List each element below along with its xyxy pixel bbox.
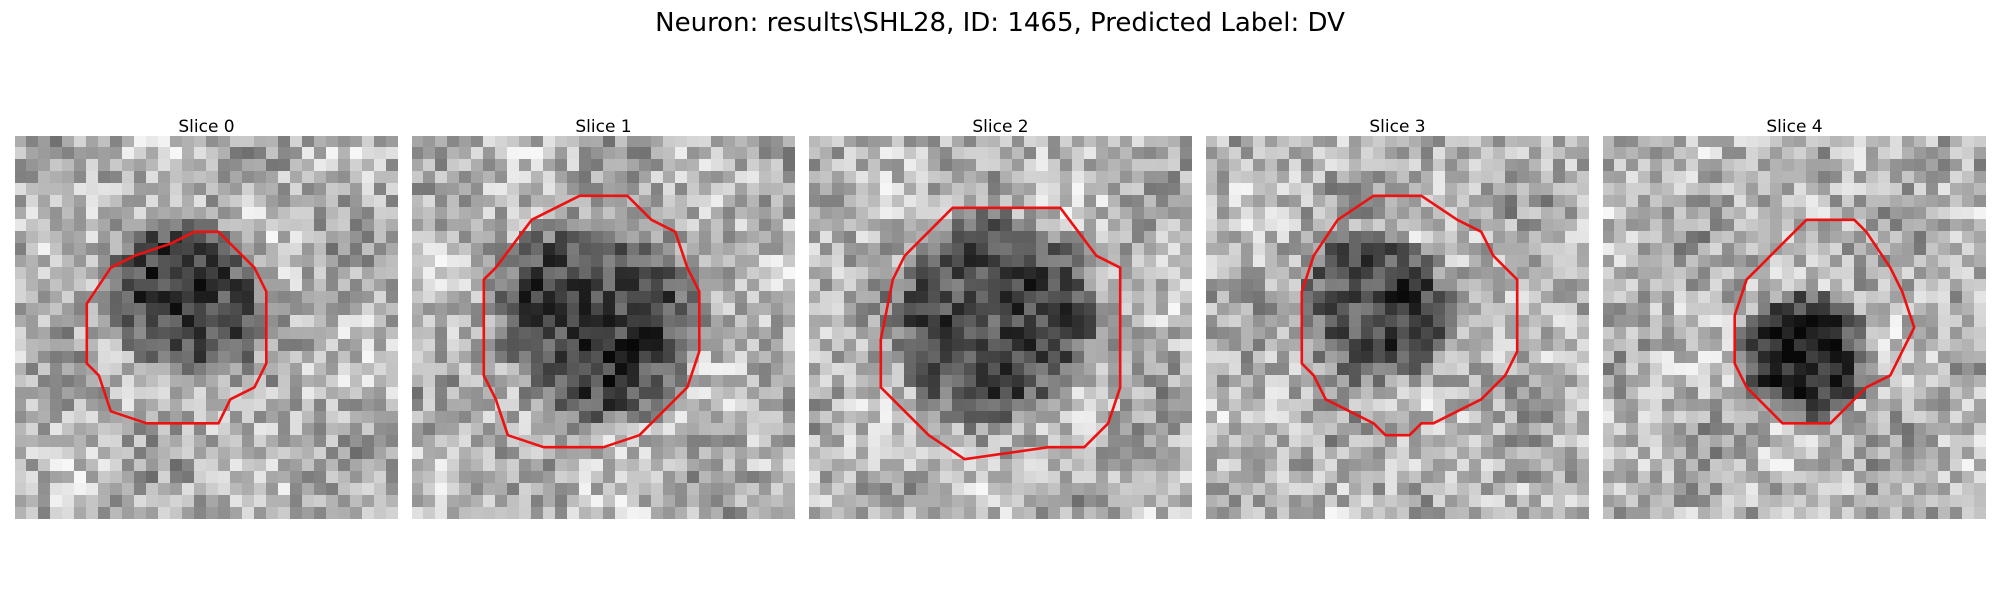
slice-0-image-area [15,136,398,519]
neuron-contour-outline [85,230,268,425]
slice-0-contour [85,230,268,425]
slice-0-title: Slice 0 [178,117,235,137]
slice-4-contour [1733,218,1916,425]
figure-title: Neuron: results\SHL28, ID: 1465, Predict… [655,8,1345,38]
slice-2-image-area [809,136,1192,519]
slice-4-grayscale-image [1603,136,1986,519]
slice-3-grayscale-image [1206,136,1589,519]
slice-panel-3: Slice 3 [1206,116,1589,519]
slice-4-image-area [1603,136,1986,519]
slice-1-title: Slice 1 [575,117,632,137]
slice-1-contour [482,194,701,449]
slice-3-image-area [1206,136,1589,519]
slice-3-title: Slice 3 [1369,117,1426,137]
slice-1-grayscale-image [412,136,795,519]
slice-0-grayscale-image [15,136,398,519]
slice-panel-0: Slice 0 [15,116,398,519]
slice-1-image-area [412,136,795,519]
slice-panel-2: Slice 2 [809,116,1192,519]
slice-panel-1: Slice 1 [412,116,795,519]
slice-3-contour [1300,194,1519,437]
slice-2-title: Slice 2 [972,117,1029,137]
neuron-contour-outline [879,206,1122,461]
slice-4-title: Slice 4 [1766,117,1823,137]
neuron-contour-outline [482,194,701,449]
neuron-contour-outline [1300,194,1519,437]
slice-panel-4: Slice 4 [1603,116,1986,519]
neuron-contour-outline [1733,218,1916,425]
slice-2-contour [879,206,1122,461]
